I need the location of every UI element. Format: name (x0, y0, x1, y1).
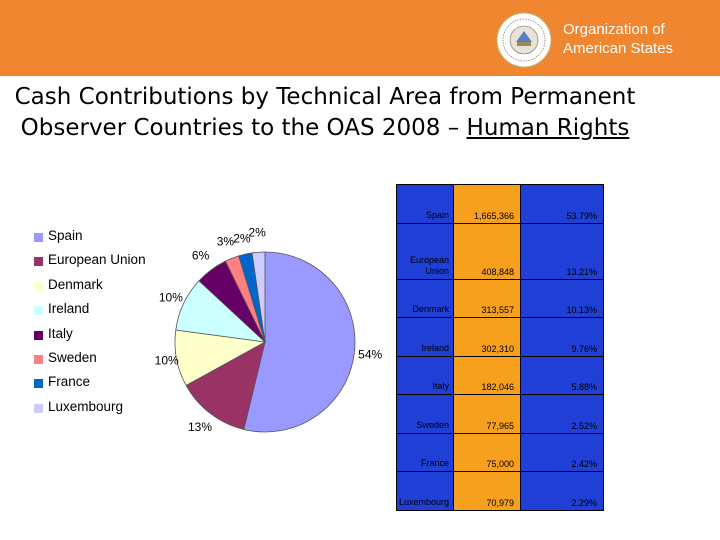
cell-country: Ireland (395, 317, 455, 357)
pie-slice-european-union (185, 341, 266, 430)
pie-slice-spain (243, 251, 356, 433)
cell-percent: 5.88% (520, 355, 605, 395)
pie-data-label: 54% (358, 348, 382, 362)
org-name: Organization of American States (563, 20, 673, 58)
title-line2: Observer Countries to the OAS 2008 – Hum… (0, 113, 650, 144)
cell-country: Luxembourg (395, 471, 455, 511)
cell-percent: 13.21% (520, 222, 605, 280)
cell-amount: 77,965 (453, 394, 522, 434)
pie-data-label: 6% (192, 248, 210, 262)
legend-label: European Union (48, 252, 146, 268)
legend-label: Italy (48, 325, 73, 341)
oas-seal-icon (496, 12, 552, 68)
cell-country: Sweden (395, 394, 455, 434)
table-row: European Union 408,848 13.21% (395, 222, 605, 280)
pie-slice-luxembourg (251, 251, 266, 343)
table-row: Luxembourg 70,979 2.29% (395, 471, 605, 511)
cell-country: Italy (395, 355, 455, 395)
pie-data-label: 10% (159, 291, 183, 305)
cell-country: European Union (395, 222, 455, 280)
legend-swatch (34, 403, 43, 413)
org-name-line2: American States (563, 40, 674, 57)
title-line2-prefix: Observer Countries to the OAS 2008 – (20, 115, 460, 141)
contributions-table: Spain 1,665,366 53.79% European Union 408,84… (395, 184, 605, 511)
pie-data-label: 10% (155, 353, 179, 367)
cell-country: France (395, 432, 455, 472)
cell-percent: 2.42% (520, 432, 605, 472)
pie-data-label: 13% (188, 420, 212, 434)
legend-label: France (48, 374, 91, 390)
table-row: Denmark 313,557 10.13% (395, 278, 605, 318)
table-row: Sweden 77,965 2.52% (395, 394, 605, 434)
cell-percent: 53.79% (520, 184, 605, 224)
table-row: Italy 182,046 5.88% (395, 355, 605, 395)
legend-swatch (34, 257, 43, 267)
table-row: Spain 1,665,366 53.79% (395, 184, 605, 224)
cell-amount: 75,000 (453, 432, 522, 472)
legend-label: Sweden (48, 349, 97, 365)
legend-label: Spain (48, 228, 83, 243)
legend-label: Luxembourg (48, 398, 124, 414)
table-row: Ireland 302,310 9.76% (395, 317, 605, 357)
pie-data-label: 2% (248, 225, 266, 239)
cell-percent: 10.13% (520, 278, 605, 318)
cell-amount: 408,848 (453, 222, 522, 280)
title-line1: Cash Contributions by Technical Area fro… (14, 84, 636, 110)
cell-amount: 313,557 (453, 278, 522, 318)
legend-swatch (34, 281, 43, 291)
pie-data-label: 3% (217, 235, 235, 249)
legend-swatch (34, 330, 43, 340)
header-bar: Organization of American States (0, 0, 720, 76)
cell-amount: 1,665,366 (453, 184, 522, 224)
legend-swatch (34, 233, 43, 242)
cell-amount: 302,310 (453, 317, 522, 357)
title-line2-underlined: Human Rights (466, 115, 630, 141)
legend-swatch (34, 379, 43, 389)
cell-percent: 2.52% (520, 394, 605, 434)
pie-data-label: 2% (233, 232, 251, 246)
legend-swatch (34, 354, 43, 364)
org-name-line1: Organization of (563, 21, 665, 38)
legend-label: Denmark (48, 276, 103, 292)
legend-label: Ireland (48, 301, 90, 317)
cell-percent: 2.29% (520, 471, 605, 511)
cell-percent: 9.76% (520, 317, 605, 357)
page-title: Cash Contributions by Technical Area fro… (0, 82, 650, 144)
table-row: France 75,000 2.42% (395, 432, 605, 472)
cell-amount: 70,979 (453, 471, 522, 511)
cell-country: Spain (395, 184, 455, 224)
legend-swatch (34, 306, 43, 316)
cell-country: Denmark (395, 278, 455, 318)
cell-amount: 182,046 (453, 355, 522, 395)
